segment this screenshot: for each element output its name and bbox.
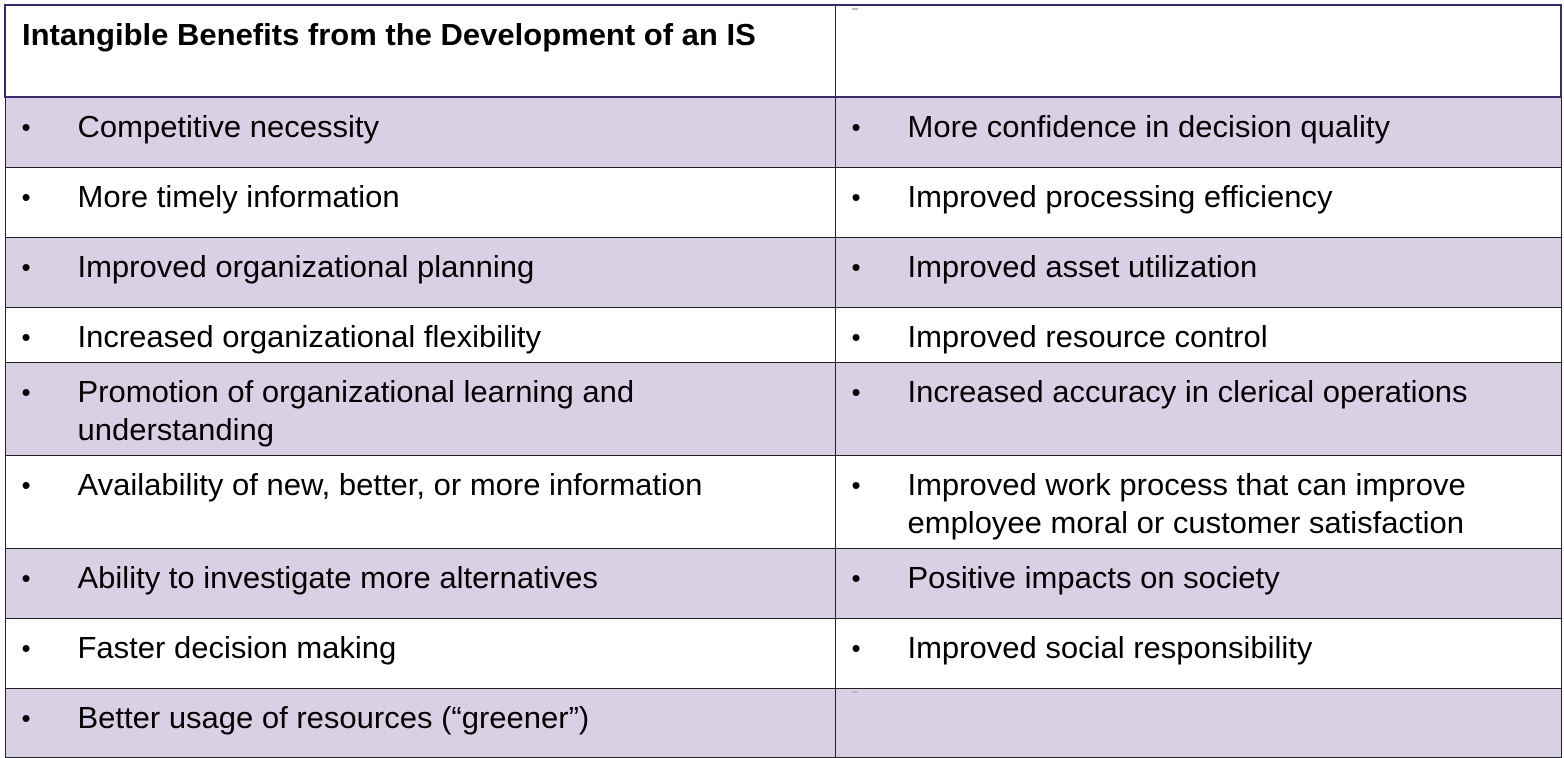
left-cell: • Promotion of organizational learning an… (4, 362, 836, 456)
benefit-text: Increased accuracy in clerical operation… (907, 374, 1468, 409)
bullet-icon: • (851, 112, 861, 142)
bullet-icon: • (851, 633, 861, 663)
benefit-text: Availability of new, better, or more inf… (77, 467, 703, 502)
benefit-text: Faster decision making (77, 630, 397, 665)
benefit-text: Ability to investigate more alternatives (77, 560, 598, 595)
left-cell: • Competitive necessity (4, 96, 836, 168)
bullet-icon: • (851, 470, 861, 500)
bullet-icon: • (21, 252, 31, 282)
benefits-table-container: Intangible Benefits from the Development… (4, 4, 1562, 758)
benefit-text: More timely information (77, 179, 400, 214)
bullet-icon: • (851, 182, 861, 212)
benefit-text: Promotion of organizational learning and… (77, 374, 635, 447)
bullet-icon: • (21, 633, 31, 663)
cell-marker (851, 691, 858, 693)
benefit-text: Improved resource control (907, 319, 1268, 354)
table-row: • Better usage of resources (“greener”) (4, 688, 1562, 758)
bullet-icon: • (21, 703, 31, 733)
left-cell: • Increased organizational flexibility (4, 307, 836, 363)
left-cell: • Improved organizational planning (4, 237, 836, 308)
bullet-icon: • (21, 112, 31, 142)
left-cell: • Faster decision making (4, 618, 836, 689)
table-title: Intangible Benefits from the Development… (22, 17, 756, 52)
left-cell: • More timely information (4, 167, 836, 238)
benefit-text: Improved work process that can improve e… (907, 467, 1466, 540)
right-cell: • Improved processing efficiency (834, 167, 1562, 238)
bullet-icon: • (21, 563, 31, 593)
right-cell: • Improved social responsibility (834, 618, 1562, 689)
intangible-benefits-table: Intangible Benefits from the Development… (4, 4, 1562, 758)
left-cell: • Availability of new, better, or more in… (4, 455, 836, 549)
bullet-icon: • (851, 322, 861, 352)
table-row: • More timely information • Improved proce… (4, 167, 1562, 238)
table-row: • Improved organizational planning • Impro… (4, 237, 1562, 308)
table-row: • Availability of new, better, or more in… (4, 455, 1562, 549)
right-cell: • Improved work process that can improve … (834, 455, 1562, 549)
table-header-row: Intangible Benefits from the Development… (4, 4, 1562, 98)
benefit-text: Improved organizational planning (77, 249, 535, 284)
bullet-icon: • (21, 470, 31, 500)
bullet-icon: • (21, 182, 31, 212)
benefit-text: Competitive necessity (77, 109, 380, 144)
table-row: • Ability to investigate more alternative… (4, 548, 1562, 619)
benefit-text: Improved asset utilization (907, 249, 1258, 284)
right-cell: • Improved asset utilization (834, 237, 1562, 308)
left-cell: • Ability to investigate more alternative… (4, 548, 836, 619)
bullet-icon: • (21, 322, 31, 352)
bullet-icon: • (851, 563, 861, 593)
bullet-icon: • (851, 377, 861, 407)
table-row: • Promotion of organizational learning an… (4, 362, 1562, 456)
right-empty-cell (834, 688, 1562, 758)
right-cell: • Improved resource control (834, 307, 1562, 363)
benefit-text: Positive impacts on society (907, 560, 1280, 595)
header-cell: Intangible Benefits from the Development… (4, 4, 836, 98)
table-row: • Faster decision making • Improved social… (4, 618, 1562, 689)
cell-marker (851, 8, 858, 10)
bullet-icon: • (851, 252, 861, 282)
left-cell: • Better usage of resources (“greener”) (4, 688, 836, 758)
benefit-text: More confidence in decision quality (907, 109, 1391, 144)
benefit-text: Better usage of resources (“greener”) (77, 700, 590, 735)
bullet-icon: • (21, 377, 31, 407)
table-row: • Increased organizational flexibility • I… (4, 307, 1562, 363)
right-cell: • More confidence in decision quality (834, 96, 1562, 168)
right-cell: • Positive impacts on society (834, 548, 1562, 619)
header-empty-cell (834, 4, 1562, 98)
benefit-text: Increased organizational flexibility (77, 319, 542, 354)
benefit-text: Improved social responsibility (907, 630, 1313, 665)
right-cell: • Increased accuracy in clerical operatio… (834, 362, 1562, 456)
table-row: • Competitive necessity • More confidence … (4, 96, 1562, 168)
benefit-text: Improved processing efficiency (907, 179, 1333, 214)
